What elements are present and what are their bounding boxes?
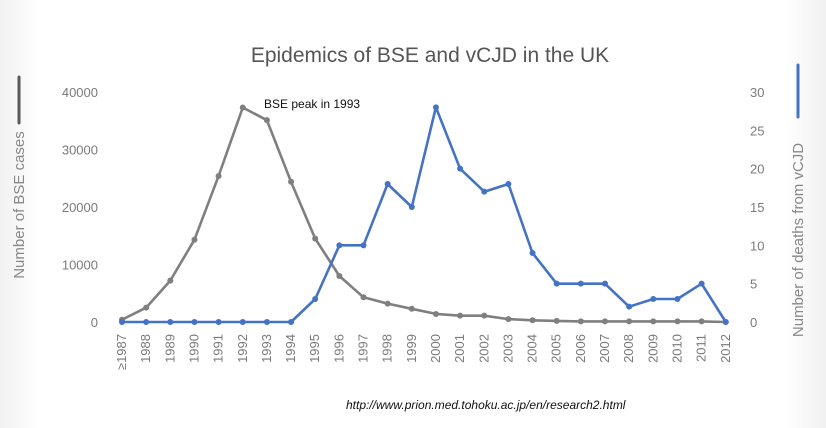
source-url: http://www.prion.med.tohoku.ac.jp/en/res… [346,398,626,412]
bse-data-point [674,318,681,325]
x-tick-label: 1990 [186,334,201,363]
vcjd-data-point [457,165,464,172]
x-tick-label: 1989 [162,334,177,363]
x-tick-label: 1994 [283,334,298,363]
bse-data-point [698,318,705,325]
vcjd-data-point [312,296,319,302]
bse-data-point [191,236,198,243]
x-tick-label: 2005 [549,334,564,363]
vcjd-data-point [336,242,343,249]
vcjd-data-point [119,319,125,325]
vcjd-data-point [481,188,488,195]
x-tick-label: 1999 [404,334,419,363]
x-tick-label: 1993 [259,334,274,363]
x-tick-label: 2009 [645,334,660,363]
bse-data-point [384,300,391,307]
bse-data-point [239,104,246,111]
y-left-tick-label: 30000 [62,143,98,158]
bse-data-point [288,178,295,185]
y-right-tick-label: 20 [750,162,764,177]
bse-cases-line [120,106,728,324]
bse-data-point [602,318,608,325]
vcjd-data-point [505,181,512,187]
x-tick-label: 2010 [669,334,684,363]
bse-data-point [312,235,319,242]
bse-data-point [626,318,633,325]
x-tick-label: ≥1987 [114,334,129,370]
bse-data-point [529,317,536,324]
y-right-tick-label: 0 [750,315,757,330]
x-tick-label: 2007 [597,334,612,363]
vcjd-data-point [167,319,174,325]
vcjd-data-point [650,296,657,302]
vcjd-deaths-line [120,106,728,324]
chart-title: Epidemics of BSE and vCJD in the UK [251,44,609,67]
vcjd-data-point [698,280,705,287]
vcjd-data-point [143,319,150,325]
vcjd-data-point [722,319,729,325]
x-tick-label: 2001 [452,334,467,363]
bse-data-point [432,310,439,317]
vcjd-data-point [626,303,633,310]
bse-data-point [650,318,657,325]
bse-data-point [553,317,560,324]
bse-data-point [457,312,464,319]
vcjd-data-point [408,204,415,210]
vcjd-data-point [263,319,270,325]
x-tick-label: 2000 [428,334,443,363]
bse-data-point [577,318,584,325]
bse-data-point [360,294,367,301]
y-left-tick-label: 10000 [62,258,98,273]
bse-data-point [505,316,512,323]
bse-data-point [215,172,222,179]
x-tick-label: 1988 [138,334,153,363]
x-tick-label: 1996 [331,334,346,363]
x-tick-label: 1991 [211,334,226,363]
y-right-tick-label: 15 [750,200,764,215]
x-tick-label: 2004 [525,334,540,363]
bse-peak-annotation: BSE peak in 1993 [264,97,360,111]
vcjd-data-point [529,250,536,256]
x-tick-label: 1998 [380,334,395,363]
y-right-tick-label: 5 [750,277,757,292]
y-left-tick-label: 20000 [62,200,98,215]
vcjd-data-point [384,181,391,187]
x-tick-label: 1997 [356,334,371,363]
x-tick-label: 2002 [476,334,491,363]
x-tick-label: 1995 [307,334,322,363]
vcjd-data-point [288,319,295,325]
vcjd-data-point [432,104,439,111]
y-left-axis-label: Number of BSE cases [11,131,28,279]
y-right-axis-label: Number of deaths from vCJD [790,143,807,337]
vcjd-data-point [602,280,608,287]
vcjd-data-point [553,280,560,287]
bse-data-point [143,304,150,311]
x-tick-label: 2006 [573,334,588,363]
bse-data-point [263,117,270,124]
vcjd-data-point [674,296,681,302]
y-left-tick-label: 40000 [62,85,98,100]
x-tick-label: 2011 [694,334,709,362]
vcjd-data-point [215,319,222,325]
bse-data-point [481,312,488,319]
x-tick-label: 1992 [235,334,250,363]
x-tick-label: 2012 [718,334,733,363]
y-right-tick-label: 10 [750,238,764,253]
y-right-tick-label: 30 [750,85,764,100]
vcjd-data-point [360,242,367,249]
x-tick-label: 2003 [500,334,515,363]
vcjd-data-point [577,280,584,287]
bse-data-point [167,277,174,284]
x-tick-label: 2008 [621,334,636,363]
bse-data-point [408,305,415,312]
vcjd-data-point [239,319,246,325]
vcjd-data-point [191,319,198,325]
y-right-tick-label: 25 [750,123,764,138]
y-left-tick-label: 0 [91,315,98,330]
bse-data-point [336,273,343,279]
